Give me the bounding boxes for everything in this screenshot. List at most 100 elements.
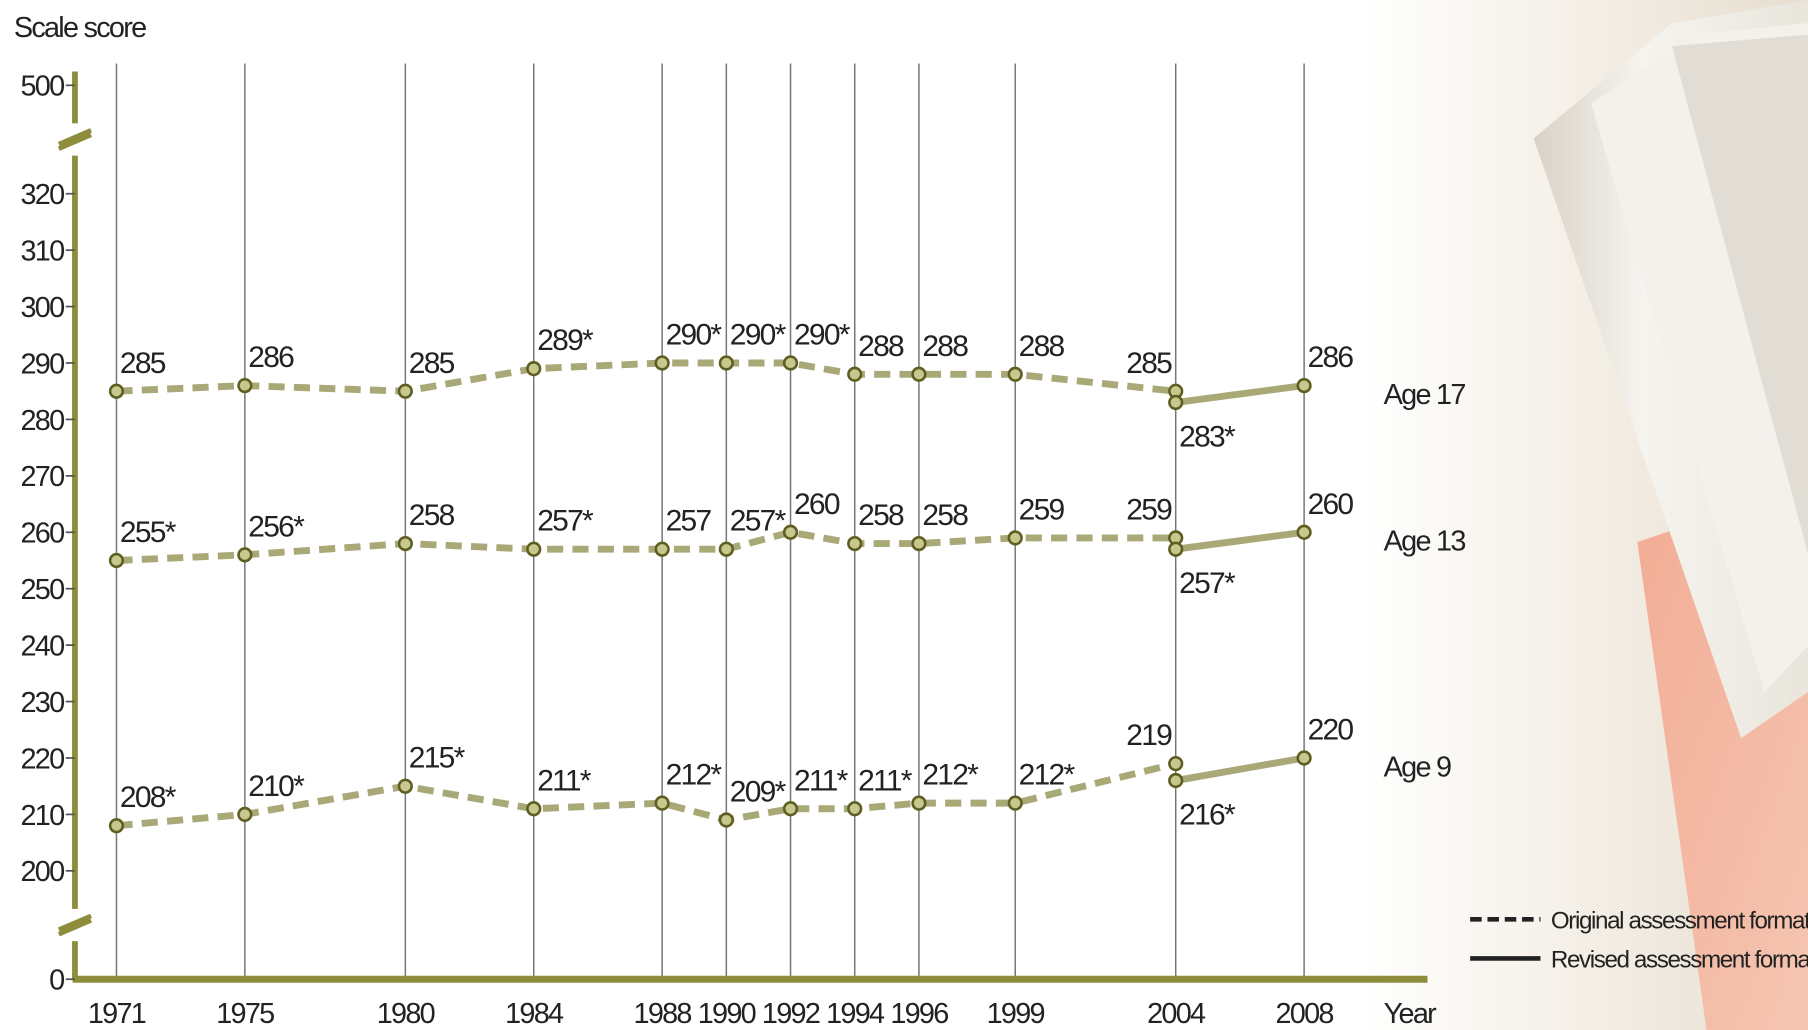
background-photo — [1360, 0, 1808, 1030]
value-label: 285 — [120, 347, 166, 380]
y-tick-label: 240 — [21, 631, 65, 663]
marker — [397, 778, 413, 794]
legend-label: Original assessment format — [1551, 907, 1808, 934]
y-axis-title: Scale score — [14, 12, 146, 44]
value-label: 219 — [1126, 719, 1172, 752]
marker — [108, 552, 125, 569]
series-label: Age 9 — [1384, 751, 1451, 783]
y-tick-label: 230 — [21, 687, 65, 719]
series-line — [1175, 528, 1305, 553]
value-label: 289* — [537, 324, 594, 357]
marker — [782, 524, 799, 540]
x-tick-label: 1984 — [505, 998, 564, 1030]
marker — [237, 806, 253, 823]
x-tick-label: 1994 — [826, 998, 885, 1030]
value-label: 211* — [858, 764, 913, 797]
axis-break — [57, 918, 93, 937]
marker — [718, 541, 734, 557]
axis-break — [57, 132, 93, 151]
value-label: 210* — [248, 770, 305, 803]
marker — [1168, 394, 1184, 411]
plot: Scale score Year 1971 1975 1980 1984 1988 199… — [14, 12, 1808, 1030]
y-tick-label: 290 — [21, 348, 65, 380]
value-label: 256* — [248, 510, 305, 543]
series-label: Age 13 — [1384, 526, 1466, 558]
marker — [911, 366, 927, 382]
y-tick-label: 310 — [21, 236, 65, 268]
x-tick-label: 1999 — [987, 998, 1045, 1030]
marker — [108, 383, 125, 399]
y-tick-label: 210 — [21, 800, 65, 832]
value-label: 258 — [409, 499, 455, 532]
x-tick-label: 1971 — [88, 998, 146, 1030]
marker — [847, 366, 863, 382]
axis-break — [57, 913, 93, 932]
value-label: 288 — [922, 330, 968, 363]
value-label: 283* — [1179, 420, 1236, 453]
marker — [911, 795, 927, 811]
value-label: 285 — [409, 347, 455, 380]
value-label: 209* — [730, 776, 787, 809]
value-label: 220 — [1308, 714, 1354, 747]
value-label: 259 — [1019, 493, 1065, 526]
y-tick-label: 280 — [21, 405, 65, 437]
value-label: 288 — [1019, 330, 1065, 363]
value-label: 212* — [922, 759, 979, 792]
x-axis-title: Year — [1384, 998, 1437, 1030]
x-tick-label: 1992 — [762, 998, 820, 1030]
marker — [237, 377, 253, 394]
y-tick-label: 0 — [49, 965, 64, 997]
marker — [526, 541, 542, 557]
marker — [911, 535, 927, 552]
marker — [1007, 795, 1023, 811]
value-label: 290* — [666, 319, 723, 352]
y-tick-label: 220 — [21, 743, 65, 775]
y-tick-label: 260 — [21, 518, 65, 550]
marker — [397, 535, 413, 552]
marker — [108, 818, 125, 834]
value-label: 285 — [1126, 347, 1172, 380]
marker — [847, 801, 863, 817]
y-tick-label: 270 — [21, 461, 65, 493]
marker — [237, 547, 253, 563]
value-label: 257 — [666, 505, 712, 538]
x-tick-label: 1980 — [377, 998, 435, 1030]
marker — [718, 812, 734, 828]
series-label: Age 17 — [1384, 379, 1466, 411]
legend-label: Revised assessment format — [1551, 947, 1808, 974]
x-tick-label: 1990 — [698, 998, 756, 1030]
value-label: 290* — [794, 319, 851, 352]
marker — [1296, 750, 1312, 766]
value-label: 259 — [1126, 493, 1172, 526]
x-tick-label: 2008 — [1276, 998, 1334, 1030]
x-tick-label: 2004 — [1147, 998, 1206, 1030]
value-label: 286 — [248, 341, 294, 374]
value-label: 212* — [666, 759, 723, 792]
axis-break — [57, 128, 93, 147]
marker — [847, 535, 863, 552]
marker — [782, 355, 799, 371]
value-label: 215* — [409, 742, 466, 775]
x-tick-label: 1975 — [216, 998, 274, 1030]
value-label: 211* — [794, 764, 849, 797]
marker — [718, 355, 734, 371]
x-tick-label: 1996 — [890, 998, 948, 1030]
y-tick-label: 500 — [21, 71, 65, 103]
value-label: 260 — [1308, 488, 1354, 521]
marker — [1296, 377, 1312, 394]
value-label: 290* — [730, 319, 787, 352]
value-label: 257* — [537, 505, 594, 538]
y-tick-label: 300 — [21, 292, 65, 324]
value-label: 286 — [1308, 341, 1354, 374]
marker — [1007, 530, 1023, 546]
marker — [782, 801, 799, 817]
marker — [397, 383, 413, 399]
marker — [654, 795, 670, 811]
y-tick-label: 250 — [21, 574, 65, 606]
value-label: 257* — [730, 505, 787, 538]
value-label: 216* — [1179, 798, 1236, 831]
marker — [526, 801, 542, 817]
marker — [654, 355, 670, 371]
value-label: 208* — [120, 781, 177, 814]
